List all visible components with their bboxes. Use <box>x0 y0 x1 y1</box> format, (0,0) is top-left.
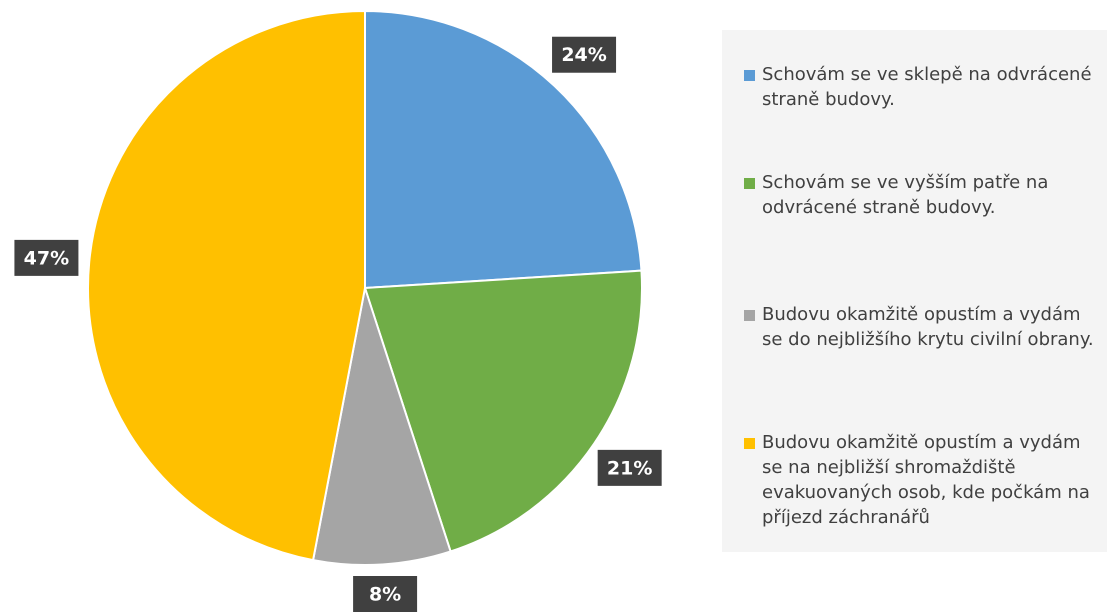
legend-swatch <box>744 70 755 81</box>
data-label-box <box>552 36 617 73</box>
legend-label: Budovu okamžitě opustím a vydám se na ne… <box>762 432 1090 528</box>
legend-label: Budovu okamžitě opustím a vydám se do ne… <box>762 304 1094 350</box>
legend-swatch <box>744 178 755 189</box>
data-label: 47% <box>14 239 79 276</box>
legend-label: Schovám se ve vyšším patře na odvrácené … <box>762 172 1049 218</box>
pie-slice <box>364 9 643 290</box>
data-label-text: 8% <box>369 584 401 606</box>
legend: Schovám se ve sklepě na odvrácené straně… <box>722 30 1107 552</box>
legend-label: Schovám se ve sklepě na odvrácené straně… <box>762 64 1092 110</box>
data-label-text: 21% <box>607 457 652 479</box>
data-label: 21% <box>597 449 662 486</box>
pie-slice <box>311 287 452 566</box>
data-label: 24% <box>552 36 617 73</box>
data-label-text: 47% <box>24 247 69 269</box>
data-label-box <box>353 576 418 612</box>
pie-slice <box>363 269 643 553</box>
legend-swatch <box>744 310 755 321</box>
data-label: 8% <box>353 576 418 612</box>
data-label-box <box>14 239 79 276</box>
data-label-text: 24% <box>561 44 606 66</box>
legend-swatch <box>744 438 755 449</box>
chart: 24% 21% 8% 47% <box>14 9 662 612</box>
pie-slice <box>87 9 366 562</box>
data-label-box <box>597 449 662 486</box>
